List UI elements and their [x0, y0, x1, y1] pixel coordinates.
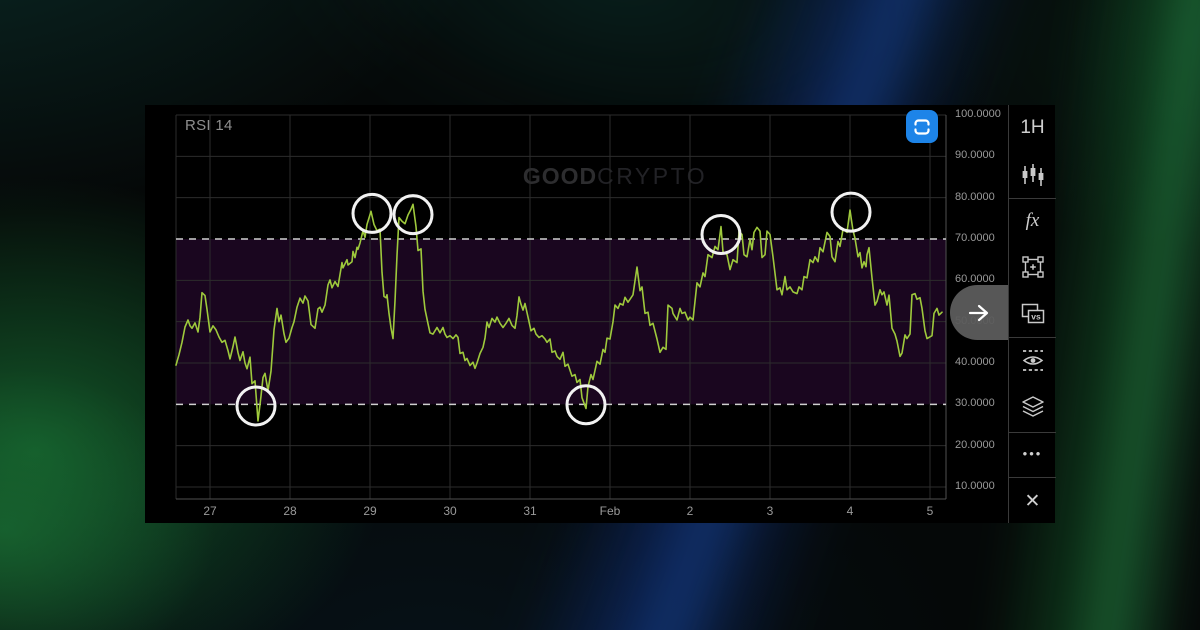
annotation-circle	[235, 385, 277, 427]
annotation-circles	[235, 191, 872, 427]
chart-plot-area[interactable]	[145, 105, 1055, 523]
x-axis-label: 29	[363, 504, 377, 518]
y-axis-label: 90.0000	[955, 149, 995, 162]
compare-button[interactable]: vs	[1009, 290, 1056, 336]
annotation-circle	[830, 191, 872, 233]
eye-dashed-icon	[1022, 350, 1043, 371]
annotation-circle	[700, 213, 742, 255]
candlestick-icon	[1022, 164, 1043, 186]
hide-drawings-button[interactable]	[1009, 337, 1056, 383]
y-axis-label: 10.0000	[955, 479, 995, 492]
annotation-circle	[392, 194, 434, 236]
y-axis-label: 20.0000	[955, 438, 995, 451]
goodcrypto-watermark: GOODCRYPTO	[465, 163, 765, 190]
more-button[interactable]: •••	[1009, 430, 1056, 476]
y-axis-label: 40.0000	[955, 355, 995, 368]
annotation-circle	[351, 192, 393, 234]
toolbar-separator	[1009, 337, 1056, 338]
y-axis-label: 80.0000	[955, 190, 995, 203]
compare-icon: vs	[1021, 303, 1044, 323]
toolbar-separator	[1009, 477, 1056, 478]
fx-icon: fx	[1025, 210, 1040, 231]
timeframe-button[interactable]: 1H	[1009, 105, 1056, 151]
frame-plus-icon	[1021, 256, 1044, 278]
indicator-label: RSI 14	[185, 117, 233, 134]
close-icon: ✕	[1024, 490, 1041, 512]
x-axis-label: 5	[926, 504, 934, 518]
add-object-button[interactable]	[1009, 244, 1056, 290]
y-axis-label: 100.0000	[955, 108, 1001, 120]
x-axis-label: 4	[846, 504, 854, 518]
rsi-line	[175, 203, 943, 422]
y-axis-label: 70.0000	[955, 231, 995, 244]
chart-panel: GOODCRYPTO RSI 14 100.0000 90.0000 80.0000…	[145, 105, 1056, 524]
indicators-button[interactable]: fx	[1009, 198, 1056, 244]
grid-lines	[175, 114, 947, 500]
chart-style-button[interactable]	[1009, 152, 1056, 198]
expand-button[interactable]	[906, 110, 938, 143]
more-dots-icon: •••	[1022, 445, 1043, 461]
x-axis-label: Feb	[599, 504, 621, 518]
vs-label: vs	[1031, 311, 1041, 321]
y-axis-label: 60.0000	[955, 273, 995, 286]
watermark-light-text: CRYPTO	[597, 163, 708, 189]
toolbar-separator	[1009, 198, 1056, 199]
fullscreen-brackets-icon	[914, 118, 930, 135]
right-toolbar: 1H fx	[1008, 105, 1056, 524]
layers-icon	[1021, 395, 1044, 417]
toolbar-separator	[1009, 432, 1056, 433]
timeframe-label: 1H	[1020, 117, 1045, 138]
x-axis-label: 27	[203, 504, 217, 518]
x-axis-label: 30	[443, 504, 457, 518]
layers-button[interactable]	[1009, 383, 1056, 429]
x-axis-label: 31	[523, 504, 537, 518]
watermark-bold-text: GOOD	[522, 163, 598, 189]
x-axis-label: 3	[766, 504, 774, 518]
y-axis-label: 30.0000	[955, 397, 995, 410]
drawer-arrow-button[interactable]	[950, 285, 1008, 340]
x-axis-label: 28	[283, 504, 297, 518]
close-button[interactable]: ✕	[1009, 478, 1056, 524]
arrow-right-icon	[968, 304, 989, 321]
time-scale[interactable]: 27 28 29 30 31 Feb 2 3 4 5	[176, 499, 946, 523]
x-axis-label: 2	[686, 504, 694, 518]
annotation-circle	[565, 384, 607, 426]
